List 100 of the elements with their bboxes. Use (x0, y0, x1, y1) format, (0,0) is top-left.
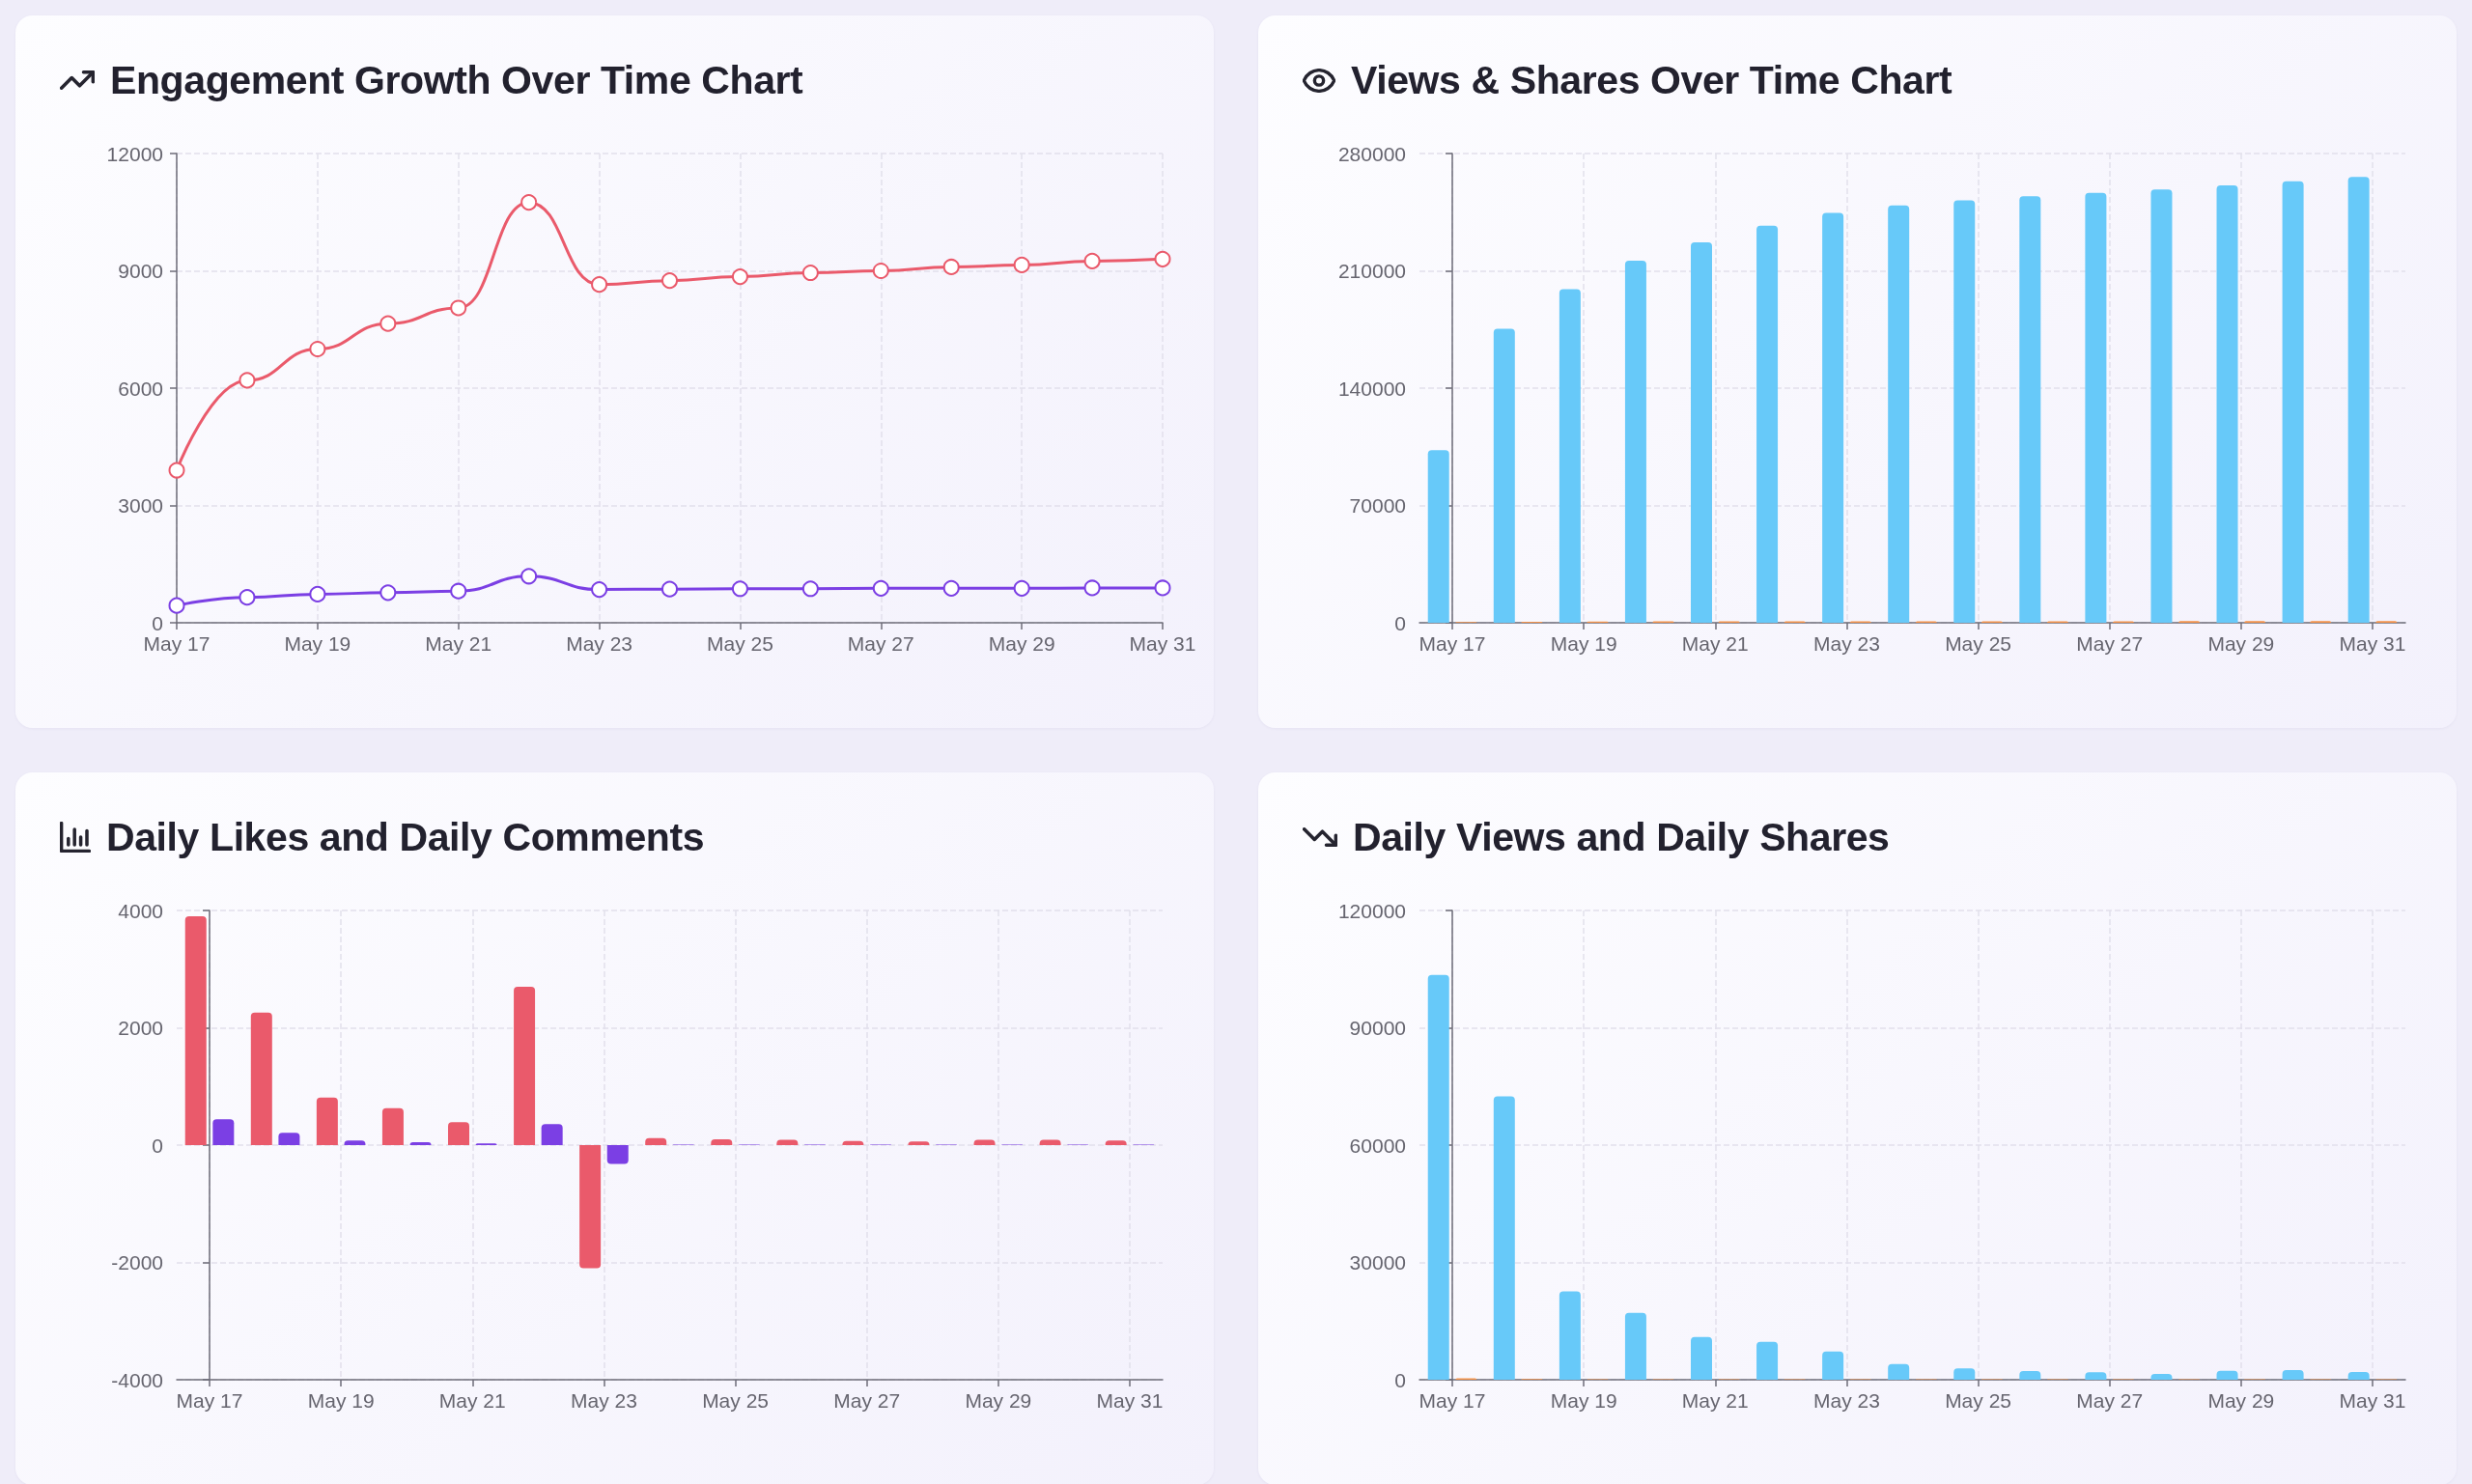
bar (606, 1145, 629, 1164)
x-tick-label: May 19 (1550, 1389, 1617, 1412)
x-tick-label: May 23 (566, 632, 633, 655)
x-tick-label: May 21 (1681, 1389, 1749, 1412)
bar (1427, 974, 1449, 1380)
bar (1822, 1351, 1844, 1380)
point (309, 341, 326, 357)
x-tick-label: May 19 (1550, 632, 1617, 655)
y-tick-label: 0 (152, 1134, 163, 1157)
bar (212, 1119, 235, 1145)
bar (1691, 241, 1712, 623)
y-tick-label: 3000 (118, 494, 163, 517)
bar (278, 1133, 300, 1145)
chart-title: Daily Views and Daily Shares (1353, 815, 1890, 859)
bar (2085, 1372, 2107, 1380)
x-tick-label: May 27 (833, 1389, 901, 1412)
x-tick-label: May 25 (1945, 632, 2011, 655)
bar (2085, 192, 2107, 623)
y-tick-label: 140000 (1337, 377, 1406, 400)
x-tick-label: May 29 (2207, 1389, 2275, 1412)
y-tick-label: 0 (152, 611, 163, 634)
x-tick-label: May 17 (176, 1389, 243, 1412)
point (520, 194, 538, 211)
y-tick-label: 6000 (118, 377, 163, 400)
x-tick-label: May 31 (2339, 1389, 2406, 1412)
chart-title: Views & Shares Over Time Chart (1351, 58, 1952, 102)
y-tick-label: 9000 (118, 260, 163, 282)
x-tick-label: May 27 (847, 632, 914, 655)
x-tick-label: May 29 (988, 632, 1055, 655)
bar (514, 986, 536, 1145)
bar (2019, 1371, 2041, 1380)
chart-title: Daily Likes and Daily Comments (106, 815, 705, 859)
bar (1624, 1312, 1646, 1380)
bar (2282, 181, 2304, 623)
bar (541, 1124, 563, 1145)
bar (1888, 205, 1910, 623)
bar (1822, 212, 1844, 623)
bar (1888, 1363, 1910, 1380)
bar (645, 1137, 667, 1145)
point (309, 585, 326, 602)
point (520, 568, 538, 585)
bar (1559, 1291, 1581, 1380)
x-tick-label: May 23 (1813, 632, 1880, 655)
y-tick-label: 4000 (118, 899, 163, 922)
bar (1756, 225, 1779, 623)
point (379, 584, 397, 602)
bar (2019, 196, 2041, 623)
point (872, 263, 889, 279)
bar (381, 1107, 404, 1145)
point (731, 580, 748, 598)
bar (1691, 1336, 1712, 1380)
bar (184, 916, 207, 1145)
point (168, 597, 185, 614)
bar (1427, 450, 1449, 623)
y-tick-label: 2000 (118, 1017, 163, 1039)
bar (1624, 261, 1646, 623)
x-tick-label: May 25 (706, 632, 773, 655)
point (731, 268, 748, 286)
bar (1953, 200, 1976, 623)
point (239, 372, 256, 389)
bar (2347, 177, 2370, 623)
bar (579, 1145, 602, 1269)
chart-title: Engagement Growth Over Time Chart (110, 58, 803, 102)
x-tick-label: May 29 (2207, 632, 2275, 655)
x-tick-label: May 21 (1681, 632, 1749, 655)
point (872, 579, 889, 597)
point (661, 272, 678, 290)
x-tick-label: May 17 (1419, 632, 1486, 655)
point (379, 315, 397, 332)
point (1154, 250, 1171, 267)
x-tick-label: May 19 (284, 632, 351, 655)
x-tick-label: May 31 (1129, 632, 1196, 655)
bar (316, 1097, 338, 1145)
y-tick-label: 0 (1394, 611, 1406, 634)
point (801, 265, 819, 282)
y-tick-label: 120000 (1337, 899, 1406, 922)
point (239, 589, 256, 606)
y-tick-label: 280000 (1337, 142, 1406, 165)
x-tick-label: May 17 (1419, 1389, 1486, 1412)
bar (1493, 1096, 1515, 1380)
x-tick-label: May 19 (307, 1389, 375, 1412)
point (661, 580, 678, 598)
point (1083, 579, 1101, 597)
y-tick-label: 30000 (1349, 1251, 1406, 1274)
y-tick-label: -2000 (111, 1251, 163, 1274)
bar (1559, 289, 1581, 623)
bar (2216, 1370, 2238, 1380)
x-tick-label: May 23 (571, 1389, 637, 1412)
point (450, 299, 467, 317)
y-tick-label: 60000 (1349, 1134, 1406, 1157)
x-tick-label: May 25 (702, 1389, 769, 1412)
point (450, 582, 467, 600)
point (591, 276, 608, 294)
x-tick-label: May 21 (425, 632, 492, 655)
y-tick-label: 210000 (1337, 260, 1406, 282)
point (1013, 256, 1030, 273)
bar (2347, 1371, 2370, 1380)
bar (448, 1122, 469, 1145)
bar (250, 1012, 272, 1145)
x-tick-label: May 25 (1945, 1389, 2011, 1412)
